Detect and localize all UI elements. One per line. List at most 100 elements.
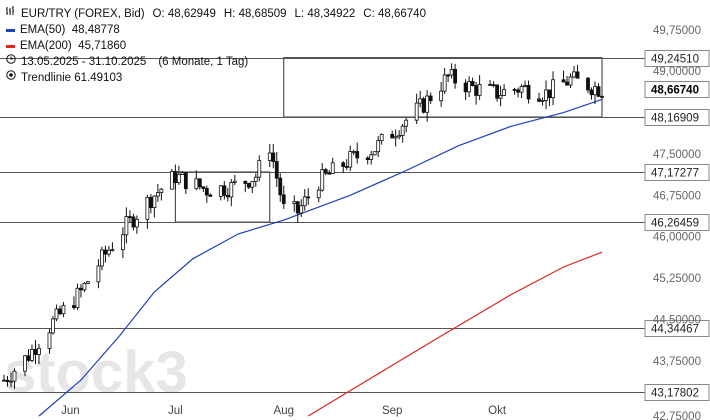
candle [145, 194, 150, 229]
candle [47, 328, 52, 354]
level-label: 44,34467 [651, 324, 699, 336]
level-label-box [644, 50, 710, 67]
candle-body [323, 169, 328, 174]
candle [596, 83, 601, 98]
candle-body [446, 74, 451, 77]
level-label: 49,24510 [651, 54, 699, 66]
candle [75, 283, 80, 310]
level-label-box [644, 320, 710, 337]
candle [124, 207, 129, 244]
candle-body [131, 216, 136, 228]
candle-body [222, 185, 227, 196]
candle [306, 188, 311, 205]
candle [512, 87, 517, 95]
candle [152, 195, 157, 218]
candle-body [330, 162, 335, 175]
candle [96, 259, 101, 289]
candle-body [442, 74, 447, 92]
candle-body [477, 83, 482, 96]
candle [547, 89, 552, 107]
ema50-label: EMA(50) [20, 24, 66, 36]
candle [86, 280, 90, 284]
candle-body [495, 84, 499, 99]
candle [222, 181, 227, 200]
candle [243, 180, 248, 193]
candle-body [568, 76, 573, 86]
candle-body [194, 178, 199, 190]
candle [2, 374, 6, 382]
level-label: 43,17802 [651, 388, 699, 400]
candle [526, 80, 531, 104]
clock-icon [6, 54, 16, 70]
candle [593, 81, 597, 105]
x-tick-label: Sep [382, 405, 402, 417]
candle [400, 123, 405, 143]
candle [537, 92, 541, 103]
candle-body [379, 133, 384, 141]
close-value: 48,66740 [378, 8, 426, 20]
x-tick-label: Okt [488, 405, 507, 417]
candle-body [152, 195, 157, 208]
candle-body [37, 348, 41, 355]
candle [446, 73, 451, 83]
candle-body [86, 281, 90, 284]
low-value: 48,34922 [307, 8, 356, 20]
ema200-line [307, 251, 603, 417]
candle-body [2, 379, 6, 382]
x-tick-label: Jul [168, 405, 183, 417]
candle [516, 87, 520, 98]
y-tick-label: 46,00000 [653, 232, 701, 244]
candle-body [250, 180, 255, 188]
candle [278, 173, 283, 202]
candle [327, 170, 332, 175]
candle [183, 172, 188, 195]
candle-body [439, 90, 444, 102]
candle-body [428, 95, 433, 102]
candle-body [54, 308, 59, 320]
candle-body [589, 89, 594, 96]
candle-body [348, 151, 353, 168]
candle [575, 64, 580, 79]
candle-body [516, 89, 520, 93]
candle-body [134, 218, 139, 228]
candle-body [488, 83, 492, 86]
ema200-label: EMA(200) [20, 40, 72, 52]
candle [33, 340, 38, 365]
candle [442, 67, 447, 94]
candle-body [5, 379, 10, 382]
candle-body [274, 161, 279, 179]
candle-body [148, 197, 153, 208]
candle [246, 182, 251, 190]
level-label-box [644, 214, 710, 231]
candle-body [376, 140, 381, 153]
candle [169, 168, 174, 190]
candle-body [565, 81, 569, 86]
x-tick-label: Aug [274, 405, 294, 417]
candle [418, 90, 423, 108]
level-label-box [644, 109, 710, 126]
candle [467, 76, 472, 98]
candle [100, 246, 104, 271]
candle [127, 210, 132, 223]
candle [79, 284, 83, 298]
candle-body [23, 355, 27, 372]
candle-body [523, 85, 527, 87]
candle-body [600, 95, 604, 98]
candle-body [107, 249, 111, 255]
legend-row-ema200: EMA(200) 45,71860 [6, 38, 426, 54]
candle-body [449, 68, 454, 76]
candle [110, 242, 115, 252]
candle [232, 174, 237, 186]
candle [72, 296, 76, 310]
candle [9, 372, 13, 388]
price-axis: 42,75000 43,75000 44,50000 45,25000 46,00000… [653, 25, 701, 420]
candle-body [596, 86, 601, 97]
candle [218, 184, 223, 201]
ema50-line [38, 98, 603, 417]
candle [404, 117, 409, 133]
candle-body [470, 81, 475, 86]
period: (6 Monate, 1 Tag) [158, 56, 249, 68]
x-tick-label: Jun [61, 405, 80, 417]
candle-body [159, 188, 164, 194]
